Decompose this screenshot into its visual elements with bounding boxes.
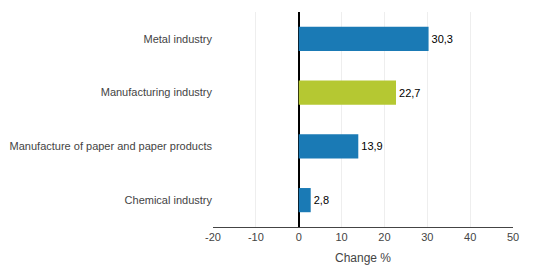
svg-text:Change %: Change % bbox=[335, 251, 391, 265]
svg-text:-20: -20 bbox=[205, 231, 221, 243]
svg-text:2,8: 2,8 bbox=[314, 194, 329, 206]
svg-text:Chemical industry: Chemical industry bbox=[125, 194, 213, 206]
svg-text:30: 30 bbox=[421, 231, 433, 243]
svg-text:0: 0 bbox=[296, 231, 302, 243]
svg-text:50: 50 bbox=[507, 231, 519, 243]
svg-text:30,3: 30,3 bbox=[432, 33, 453, 45]
svg-text:40: 40 bbox=[464, 231, 476, 243]
svg-text:-10: -10 bbox=[248, 231, 264, 243]
svg-text:20: 20 bbox=[378, 231, 390, 243]
svg-text:Manufacture of paper and paper: Manufacture of paper and paper products bbox=[10, 140, 213, 152]
svg-text:13,9: 13,9 bbox=[361, 140, 382, 152]
svg-text:Metal industry: Metal industry bbox=[144, 33, 213, 45]
svg-text:10: 10 bbox=[335, 231, 347, 243]
svg-text:Manufacturing industry: Manufacturing industry bbox=[101, 86, 213, 98]
svg-text:22,7: 22,7 bbox=[399, 87, 420, 99]
